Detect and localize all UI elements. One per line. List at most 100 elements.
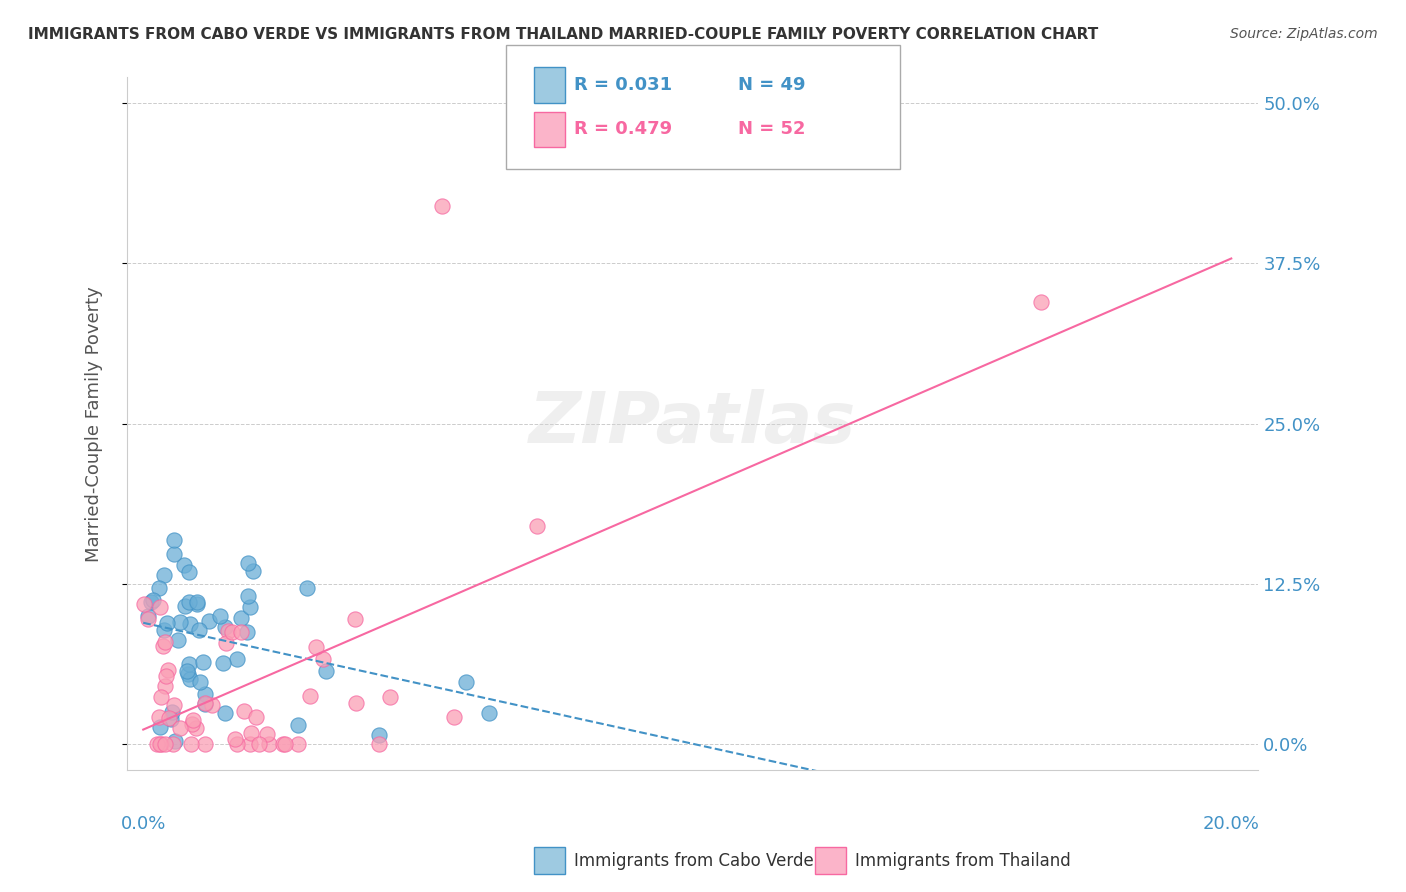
- Immigrants from Cabo Verde: [191, 656, 214, 670]
- Text: Immigrants from Thailand: Immigrants from Thailand: [855, 852, 1070, 870]
- Immigrants from Cabo Verde: [136, 609, 159, 624]
- Immigrants from Cabo Verde: [176, 664, 198, 678]
- Immigrants from Cabo Verde: [153, 567, 176, 582]
- Immigrants from Thailand: [201, 698, 224, 713]
- Immigrants from Cabo Verde: [177, 667, 200, 681]
- Immigrants from Thailand: [181, 713, 204, 727]
- Immigrants from Thailand: [148, 710, 170, 724]
- Immigrants from Thailand: [217, 624, 239, 639]
- Immigrants from Thailand: [1029, 294, 1052, 309]
- Immigrants from Cabo Verde: [229, 611, 252, 625]
- Text: ZIPatlas: ZIPatlas: [529, 389, 856, 458]
- Immigrants from Cabo Verde: [179, 672, 201, 686]
- Immigrants from Cabo Verde: [163, 548, 186, 562]
- Immigrants from Thailand: [186, 721, 208, 735]
- Immigrants from Thailand: [432, 199, 454, 213]
- Text: Source: ZipAtlas.com: Source: ZipAtlas.com: [1230, 27, 1378, 41]
- Immigrants from Cabo Verde: [179, 595, 201, 609]
- Immigrants from Cabo Verde: [159, 713, 181, 727]
- Immigrants from Cabo Verde: [142, 592, 165, 607]
- Immigrants from Cabo Verde: [238, 556, 260, 570]
- Immigrants from Thailand: [136, 613, 159, 627]
- Immigrants from Cabo Verde: [214, 706, 236, 720]
- Immigrants from Cabo Verde: [179, 617, 201, 632]
- Text: Immigrants from Cabo Verde: Immigrants from Cabo Verde: [574, 852, 814, 870]
- Immigrants from Cabo Verde: [478, 706, 501, 721]
- Immigrants from Thailand: [153, 680, 176, 694]
- Immigrants from Cabo Verde: [194, 698, 217, 712]
- Immigrants from Thailand: [344, 696, 367, 710]
- Immigrants from Cabo Verde: [169, 615, 191, 630]
- Immigrants from Thailand: [156, 663, 179, 677]
- Immigrants from Cabo Verde: [297, 581, 319, 595]
- Text: N = 52: N = 52: [738, 120, 806, 138]
- Immigrants from Thailand: [443, 710, 465, 724]
- Text: 0.0%: 0.0%: [121, 814, 166, 833]
- Immigrants from Thailand: [247, 737, 270, 751]
- Immigrants from Cabo Verde: [160, 705, 183, 719]
- Text: R = 0.479: R = 0.479: [574, 120, 672, 138]
- Immigrants from Cabo Verde: [177, 657, 200, 672]
- Immigrants from Cabo Verde: [163, 533, 186, 547]
- Immigrants from Thailand: [194, 737, 217, 751]
- Immigrants from Cabo Verde: [187, 624, 209, 638]
- Immigrants from Thailand: [224, 731, 246, 746]
- Immigrants from Cabo Verde: [315, 664, 337, 678]
- Immigrants from Thailand: [169, 721, 191, 735]
- Immigrants from Cabo Verde: [236, 589, 259, 603]
- Immigrants from Thailand: [150, 690, 173, 704]
- Immigrants from Cabo Verde: [165, 734, 187, 748]
- Immigrants from Thailand: [312, 652, 335, 666]
- Immigrants from Cabo Verde: [156, 615, 179, 630]
- Immigrants from Cabo Verde: [239, 599, 262, 614]
- Immigrants from Cabo Verde: [188, 674, 211, 689]
- Immigrants from Thailand: [152, 640, 174, 654]
- Immigrants from Cabo Verde: [173, 599, 195, 613]
- Immigrants from Thailand: [149, 599, 172, 614]
- Immigrants from Thailand: [259, 737, 281, 751]
- Immigrants from Thailand: [180, 737, 202, 751]
- Immigrants from Thailand: [368, 737, 391, 751]
- Immigrants from Thailand: [163, 698, 186, 713]
- Immigrants from Cabo Verde: [287, 717, 309, 731]
- Immigrants from Thailand: [225, 737, 247, 751]
- Immigrants from Thailand: [271, 737, 294, 751]
- Immigrants from Cabo Verde: [148, 581, 170, 595]
- Immigrants from Thailand: [149, 737, 172, 751]
- Immigrants from Cabo Verde: [209, 608, 232, 623]
- Immigrants from Cabo Verde: [153, 623, 176, 637]
- Immigrants from Cabo Verde: [367, 728, 389, 742]
- Immigrants from Thailand: [256, 727, 278, 741]
- Immigrants from Thailand: [274, 737, 297, 751]
- Immigrants from Thailand: [215, 636, 238, 650]
- Immigrants from Cabo Verde: [212, 656, 235, 670]
- Immigrants from Thailand: [239, 726, 262, 740]
- Immigrants from Thailand: [305, 640, 328, 655]
- Immigrants from Thailand: [153, 737, 176, 751]
- Text: IMMIGRANTS FROM CABO VERDE VS IMMIGRANTS FROM THAILAND MARRIED-COUPLE FAMILY POV: IMMIGRANTS FROM CABO VERDE VS IMMIGRANTS…: [28, 27, 1098, 42]
- Immigrants from Thailand: [239, 737, 262, 751]
- Immigrants from Cabo Verde: [177, 565, 200, 579]
- Immigrants from Thailand: [245, 710, 267, 724]
- Immigrants from Cabo Verde: [454, 674, 477, 689]
- Immigrants from Cabo Verde: [173, 558, 195, 572]
- Immigrants from Cabo Verde: [226, 651, 249, 665]
- Immigrants from Thailand: [162, 737, 184, 751]
- Immigrants from Thailand: [298, 689, 321, 703]
- Immigrants from Thailand: [378, 690, 401, 704]
- Y-axis label: Married-Couple Family Poverty: Married-Couple Family Poverty: [86, 285, 103, 562]
- Immigrants from Thailand: [231, 625, 253, 640]
- Immigrants from Thailand: [157, 711, 180, 725]
- Immigrants from Cabo Verde: [166, 632, 188, 647]
- Immigrants from Cabo Verde: [139, 594, 162, 608]
- Immigrants from Thailand: [180, 717, 202, 731]
- Immigrants from Cabo Verde: [236, 625, 259, 640]
- Immigrants from Cabo Verde: [197, 614, 219, 628]
- Immigrants from Cabo Verde: [186, 595, 208, 609]
- Immigrants from Cabo Verde: [214, 620, 236, 634]
- Immigrants from Thailand: [343, 612, 366, 626]
- Immigrants from Thailand: [287, 737, 309, 751]
- Immigrants from Thailand: [146, 737, 169, 751]
- Immigrants from Thailand: [155, 669, 177, 683]
- Immigrants from Thailand: [194, 696, 217, 710]
